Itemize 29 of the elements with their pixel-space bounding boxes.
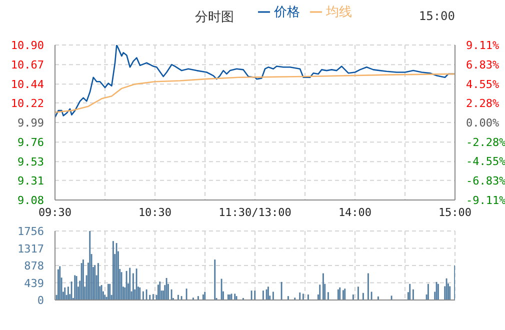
y-tick-label: 9.76	[18, 136, 44, 150]
x-tick-label: 11:30/13:00	[218, 206, 292, 219]
y2-tick-label: 0.00%	[466, 116, 500, 130]
legend-label: 均线	[326, 5, 352, 20]
y-tick-label: 10.22	[10, 96, 44, 110]
x-tick-label: 10:30	[138, 206, 172, 219]
legend-label: 价格	[274, 5, 300, 20]
y2-tick-label: 9.11%	[466, 39, 500, 52]
y-tick-label: 9.99	[18, 116, 44, 130]
y2-tick-label: 4.55%	[466, 78, 500, 91]
y-tick-label: 9.31	[18, 174, 44, 188]
x-tick-label: 14:00	[338, 206, 372, 219]
y-tick-label: 9.53	[18, 156, 44, 169]
y-tick-label: 878	[24, 260, 44, 272]
x-tick-label: 15:00	[438, 206, 472, 219]
y-tick-label: 1317	[18, 242, 44, 256]
y-tick-label: 0	[37, 294, 44, 307]
line-series	[55, 73, 455, 113]
x-tick-label: 09:30	[38, 206, 72, 219]
y-tick-label: 10.90	[10, 39, 44, 52]
chart-title: 分时图	[195, 9, 234, 26]
y-tick-label: 10.67	[10, 58, 44, 72]
y-tick-label: 439	[24, 276, 44, 290]
text: 15:00	[418, 9, 455, 23]
y-tick-label: 9.08	[18, 194, 44, 207]
y-tick-label: 10.44	[10, 78, 44, 92]
y2-tick-label: 2.28%	[466, 97, 500, 110]
y2-tick-label: 6.83%	[466, 58, 500, 72]
y-tick-label: 1756	[18, 225, 44, 238]
